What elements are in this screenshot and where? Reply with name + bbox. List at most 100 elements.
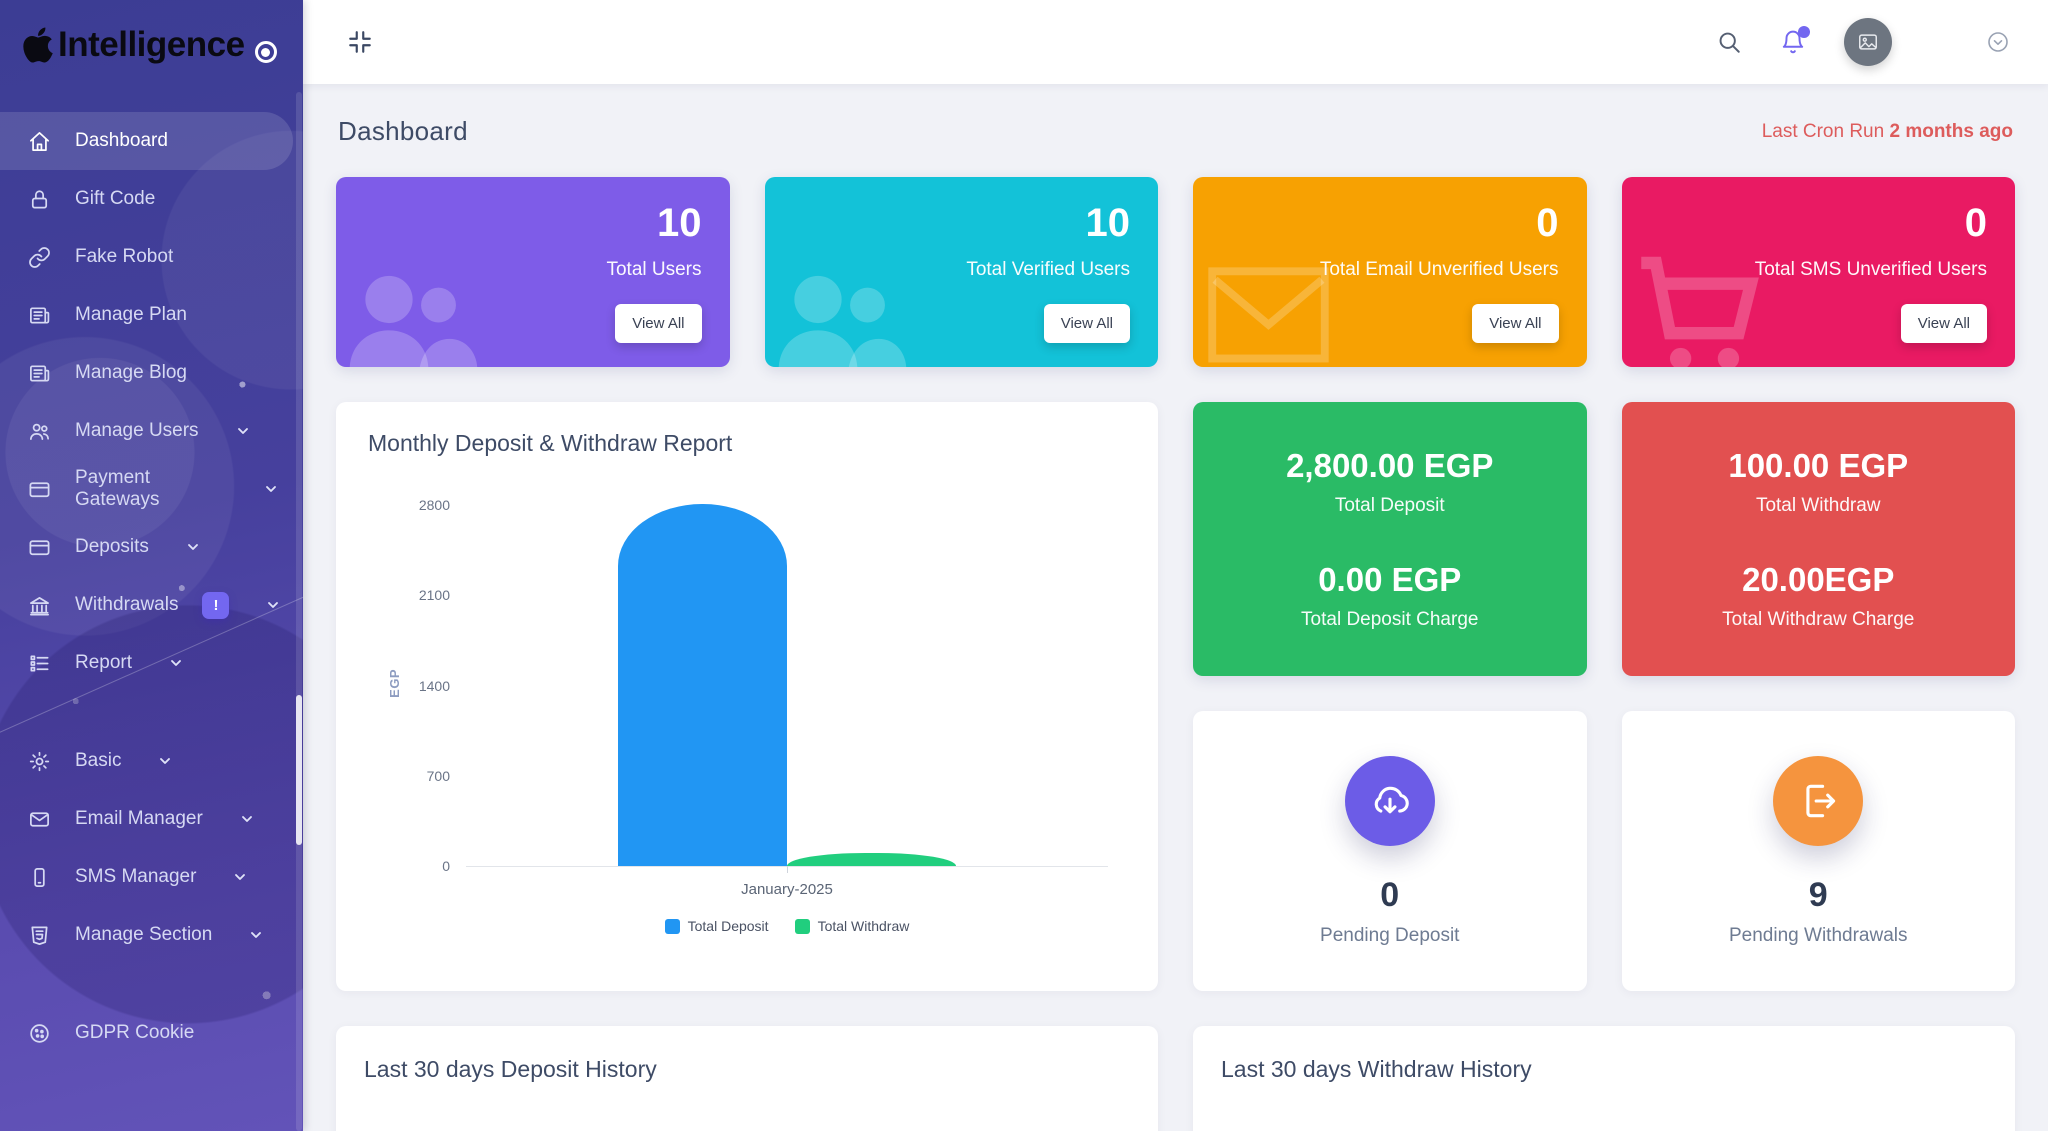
topbar — [303, 0, 2048, 84]
pending-card-pending-deposit: 0 Pending Deposit — [1193, 711, 1587, 991]
content: Dashboard Last Cron Run 2 months ago Mon… — [303, 84, 2048, 1131]
brand-name: Intelligence — [58, 25, 245, 64]
legend-item-total-withdraw[interactable]: Total Withdraw — [794, 918, 909, 934]
sidebar-item-label: Payment Gateways — [75, 467, 160, 510]
sidebar-item-manage-section[interactable]: Manage Section — [0, 906, 303, 964]
sidebar-item-icon — [28, 924, 51, 947]
brand-logo: Intelligence — [0, 0, 303, 90]
bar-total-withdraw — [787, 853, 956, 866]
summary-label: Total Withdraw — [1755, 495, 1881, 516]
chevron-down-icon — [185, 539, 201, 555]
sidebar-item-fake-robot[interactable]: Fake Robot — [0, 228, 303, 286]
pending-label: Pending Deposit — [1320, 924, 1460, 946]
sidebar-item-label: Fake Robot — [75, 246, 174, 267]
sidebar-item-withdrawals[interactable]: Withdrawals ! — [0, 576, 303, 634]
chevron-down-icon — [265, 597, 281, 613]
summary-value: 0.00 EGP — [1318, 561, 1462, 598]
sidebar-item-label: GDPR Cookie — [75, 1022, 195, 1043]
sidebar-item-icon — [28, 304, 51, 327]
chevron-down-icon — [168, 655, 184, 671]
sidebar-item-label: Dashboard — [75, 130, 168, 151]
main-area: Dashboard Last Cron Run 2 months ago Mon… — [303, 0, 2048, 1131]
sidebar-collapse-button[interactable] — [347, 29, 373, 55]
sidebar-item-sms-manager[interactable]: SMS Manager — [0, 848, 303, 906]
chevron-down-icon — [263, 481, 279, 497]
pending-label: Pending Withdrawals — [1729, 924, 1908, 946]
watermark-icon — [773, 246, 908, 367]
search-button[interactable] — [1716, 29, 1742, 55]
sidebar-item-manage-blog[interactable]: Manage Blog — [0, 344, 303, 402]
stat-card-total-email-unverified-users: 0 Total Email Unverified Users View All — [1193, 177, 1587, 367]
sidebar-item-deposits[interactable]: Deposits — [0, 518, 303, 576]
chevron-down-icon — [235, 423, 251, 439]
sidebar: Intelligence Dashboard Gift Code Fake Ro… — [0, 0, 303, 1131]
pending-icon — [1368, 779, 1412, 823]
view-all-button[interactable]: View All — [615, 304, 702, 343]
sidebar-item-gdpr-cookie[interactable]: GDPR Cookie — [0, 1004, 303, 1062]
sidebar-item-icon — [28, 808, 51, 831]
sidebar-item-icon — [28, 420, 51, 443]
search-icon — [1716, 29, 1742, 55]
chart-legend: Total Deposit Total Withdraw — [466, 918, 1108, 934]
sidebar-menu: Dashboard Gift Code Fake Robot Manage Pl… — [0, 90, 303, 1062]
image-placeholder-icon — [1857, 31, 1879, 53]
summary-card-total-withdraw: 100.00 EGP Total Withdraw 20.00EGP Total… — [1621, 402, 2015, 676]
sidebar-item-label: Basic — [75, 750, 122, 771]
sidebar-pin-toggle[interactable] — [254, 41, 277, 63]
page-title: Dashboard — [338, 116, 468, 146]
apple-icon — [20, 25, 56, 65]
chevron-down-icon — [232, 869, 248, 885]
sidebar-item-dashboard[interactable]: Dashboard — [0, 112, 293, 170]
summary-label: Total Withdraw Charge — [1722, 609, 1915, 630]
legend-swatch — [664, 918, 680, 934]
y-axis-tick: 1400 — [418, 677, 450, 694]
x-axis-tick — [787, 866, 788, 873]
summary-label: Total Deposit — [1334, 495, 1445, 516]
view-all-button[interactable]: View All — [1043, 304, 1130, 343]
summary-value: 100.00 EGP — [1728, 447, 1909, 484]
sidebar-item-label: Report — [75, 652, 133, 673]
history-card-last-30-days-withdraw-history: Last 30 days Withdraw History — [1193, 1026, 2015, 1131]
sidebar-section-extra — [0, 964, 303, 1004]
summary-value: 2,800.00 EGP — [1286, 447, 1494, 484]
stat-label: Total Verified Users — [966, 259, 1130, 280]
user-avatar[interactable] — [1844, 18, 1892, 66]
legend-item-total-deposit[interactable]: Total Deposit — [664, 918, 769, 934]
sidebar-item-basic[interactable]: Basic — [0, 732, 303, 790]
sidebar-item-icon — [28, 1022, 51, 1045]
sidebar-scrollbar[interactable] — [296, 92, 302, 1131]
pending-value: 9 — [1808, 875, 1828, 914]
stat-value: 10 — [1085, 201, 1131, 245]
pending-icon — [1796, 779, 1840, 823]
sidebar-item-gift-code[interactable]: Gift Code — [0, 170, 303, 228]
stat-card-total-sms-unverified-users: 0 Total SMS Unverified Users View All — [1621, 177, 2015, 367]
sidebar-scrollbar-thumb[interactable] — [296, 694, 302, 845]
y-axis-tick: 700 — [426, 767, 450, 784]
history-card-last-30-days-deposit-history: Last 30 days Deposit History — [336, 1026, 1158, 1131]
sidebar-item-icon — [28, 188, 51, 211]
sidebar-item-email-manager[interactable]: Email Manager — [0, 790, 303, 848]
monthly-report-card: Monthly Deposit & Withdraw Report EGP 28… — [336, 402, 1158, 991]
stat-card-total-users: 10 Total Users View All — [336, 177, 730, 367]
bar-chart-plot: EGP 2800 2100 1400 700 0 — [387, 497, 1108, 874]
profile-menu-button[interactable] — [1986, 30, 2010, 54]
watermark-icon — [1201, 246, 1336, 367]
stat-value: 0 — [1964, 201, 1987, 245]
pending-icon-circle — [1773, 755, 1864, 846]
notifications-button[interactable] — [1780, 26, 1810, 55]
chevron-down-icon — [248, 927, 264, 943]
sidebar-item-manage-users[interactable]: Manage Users — [0, 402, 303, 460]
view-all-button[interactable]: View All — [1472, 304, 1559, 343]
y-axis-tick: 2800 — [418, 497, 450, 513]
y-axis-label: EGP — [386, 668, 402, 698]
sidebar-item-payment-gateways[interactable]: Payment Gateways — [0, 460, 303, 518]
sidebar-item-icon — [28, 750, 51, 773]
sidebar-item-report[interactable]: Report — [0, 634, 303, 692]
sidebar-item-manage-plan[interactable]: Manage Plan — [0, 286, 303, 344]
view-all-button[interactable]: View All — [1900, 304, 1987, 343]
sidebar-item-icon — [28, 478, 51, 501]
history-title: Last 30 days Withdraw History — [1221, 1056, 1532, 1082]
notification-dot — [1798, 26, 1810, 38]
sidebar-item-icon — [28, 652, 51, 675]
stat-label: Total Users — [606, 259, 702, 280]
